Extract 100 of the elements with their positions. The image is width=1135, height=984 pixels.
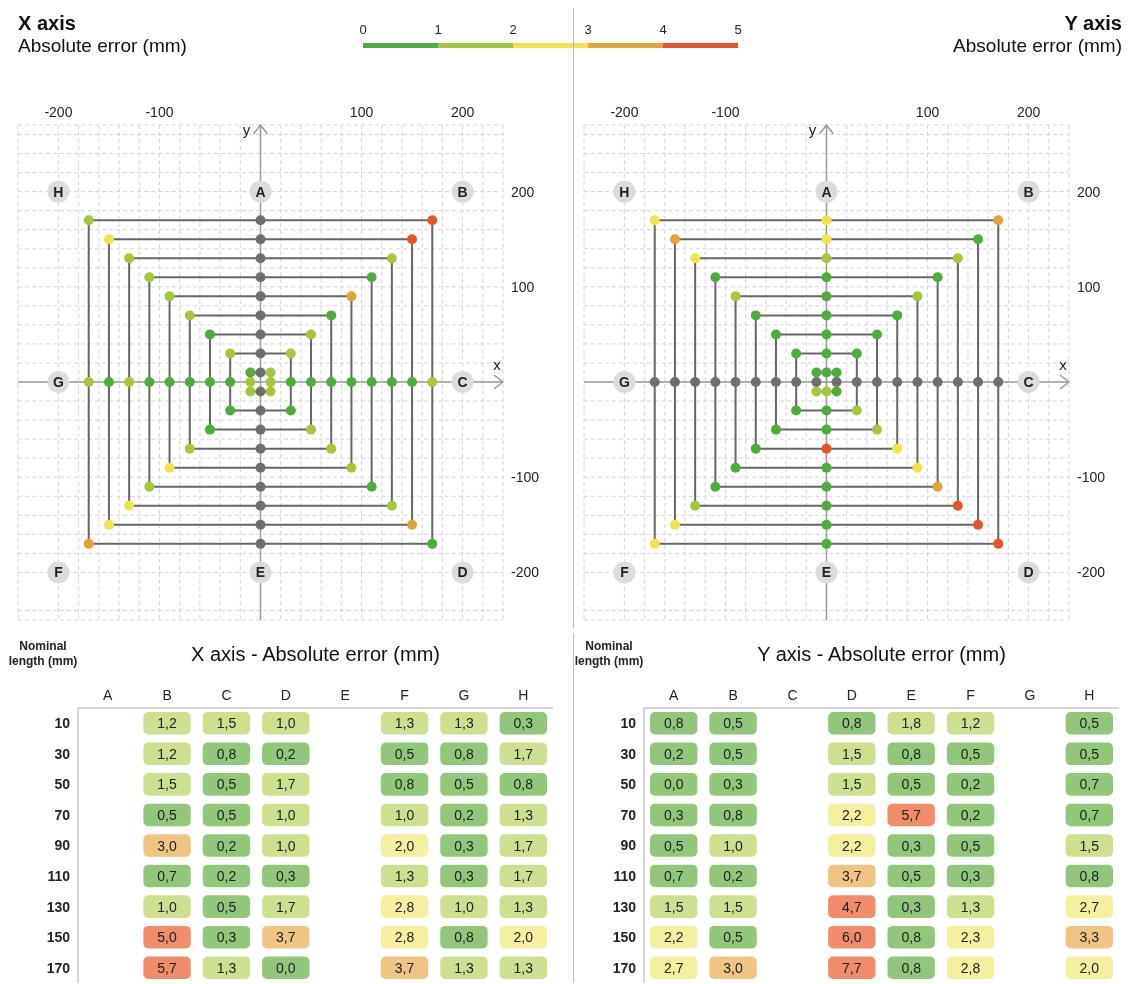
data-label: 0,3 [901,837,922,854]
data-label: 0,7 [663,868,684,885]
data-label: 0,5 [216,776,237,793]
data-label: 3,3 [1079,929,1100,946]
annotation: F [54,564,64,581]
data-label: 0,8 [663,715,684,732]
y-axis-title: Nominal length (mm) [574,639,644,669]
data-label: 0,2 [454,806,474,823]
y-tick-label: 130 [46,898,71,915]
data-label: 0,3 [513,715,534,732]
data-label: 1,3 [960,898,981,915]
x-tick-label: -100 [145,104,174,120]
data-label: 5,7 [901,806,922,823]
x-tick-label: E [340,687,350,703]
data-label: 0,8 [723,806,743,823]
x-tick-label: 200 [1016,104,1041,120]
annotation: C [1023,374,1034,391]
color-bar-label: 5 [734,22,742,37]
chart-title: X axis [18,12,77,35]
chart-subtitle: Absolute error (mm) [953,35,1122,56]
data-label: 0,5 [960,745,981,762]
x-tick-label: D [280,687,291,703]
data-label: 0,8 [901,745,922,762]
x-tick-label: A [669,687,680,703]
data-label: 3,7 [394,959,415,976]
y-tick-label: 100 [511,278,535,295]
y-tick-label: 30 [620,745,637,762]
y-tick-label: 10 [620,715,637,732]
data-label: 0,5 [901,776,922,793]
data-label: 0,2 [216,868,237,885]
data-label: 0,5 [157,806,177,823]
data-label: 0,2 [276,745,296,762]
data-label: 0,5 [663,837,684,854]
annotation: A [255,183,266,200]
data-label: 0,8 [394,776,415,793]
x-tick-label: D [846,687,857,703]
data-label: 3,7 [842,868,862,885]
x-tick-label: A [103,687,114,703]
data-label: 1,7 [513,868,534,885]
x-tick-label: F [966,687,975,703]
data-label: 3,7 [276,929,296,946]
data-label: 1,7 [513,745,534,762]
annotation: A [821,183,832,200]
data-label: 1,5 [842,745,862,762]
data-label: 0,5 [723,745,743,762]
annotation: F [620,564,630,581]
y-tick-label: -100 [1077,469,1106,486]
data-label: 0,3 [901,898,922,915]
x-tick-label: F [400,687,409,703]
data-label: 2,8 [960,959,981,976]
y-tick-label: 30 [54,745,71,762]
data-label: 2,3 [960,929,981,946]
data-label: 0,3 [276,868,296,885]
y-tick-label: 50 [620,776,637,793]
data-label: 0,8 [901,959,922,976]
data-label: 1,3 [394,715,415,732]
data-label: 1,0 [276,806,296,823]
y-axis-title: Nominal length (mm) [8,639,78,669]
data-label: 0,7 [1079,806,1100,823]
annotation: G [618,374,630,391]
annotation: H [53,183,64,200]
data-label: 0,8 [216,745,237,762]
data-label: 0,5 [1079,745,1100,762]
data-label: 2,7 [1079,898,1100,915]
x-axis-title: x [1059,356,1068,374]
annotation: D [457,564,468,581]
x-tick-label: C [787,687,798,703]
data-label: 1,5 [842,776,862,793]
color-bar-label: 3 [584,22,592,37]
x-tick-label: B [162,687,172,703]
data-label: 0,5 [1079,715,1100,732]
data-label: 0,7 [157,868,177,885]
data-label: 2,2 [842,837,862,854]
y-tick-label: 10 [54,715,71,732]
x-tick-label: 200 [450,104,475,120]
y-tick-label: -200 [511,564,540,581]
data-label: 0,2 [216,837,237,854]
data-label: 0,7 [1079,776,1100,793]
data-label: 1,5 [216,715,237,732]
color-bar-label: 2 [509,22,517,37]
y-axis-title: y [808,121,817,138]
x-tick-label: -100 [711,104,740,120]
y-tick-label: 70 [54,806,71,823]
data-label: 0,3 [454,837,474,854]
data-label: 2,2 [842,806,862,823]
y-tick-label: 100 [1077,278,1101,295]
y-tick-label: 200 [1077,183,1101,200]
y-tick-label: 150 [612,929,637,946]
y-tick-label: 170 [612,959,637,976]
data-label: 0,8 [513,776,534,793]
data-label: 1,0 [394,806,415,823]
data-label: 1,7 [276,776,296,793]
data-label: 0,5 [901,868,922,885]
data-label: 0,5 [723,715,743,732]
y-tick-label: 170 [46,959,71,976]
data-label: 0,5 [216,806,237,823]
annotation: E [821,564,832,581]
color-bar-label: 1 [434,22,442,37]
annotation: E [255,564,266,581]
data-label: 6,0 [842,929,862,946]
